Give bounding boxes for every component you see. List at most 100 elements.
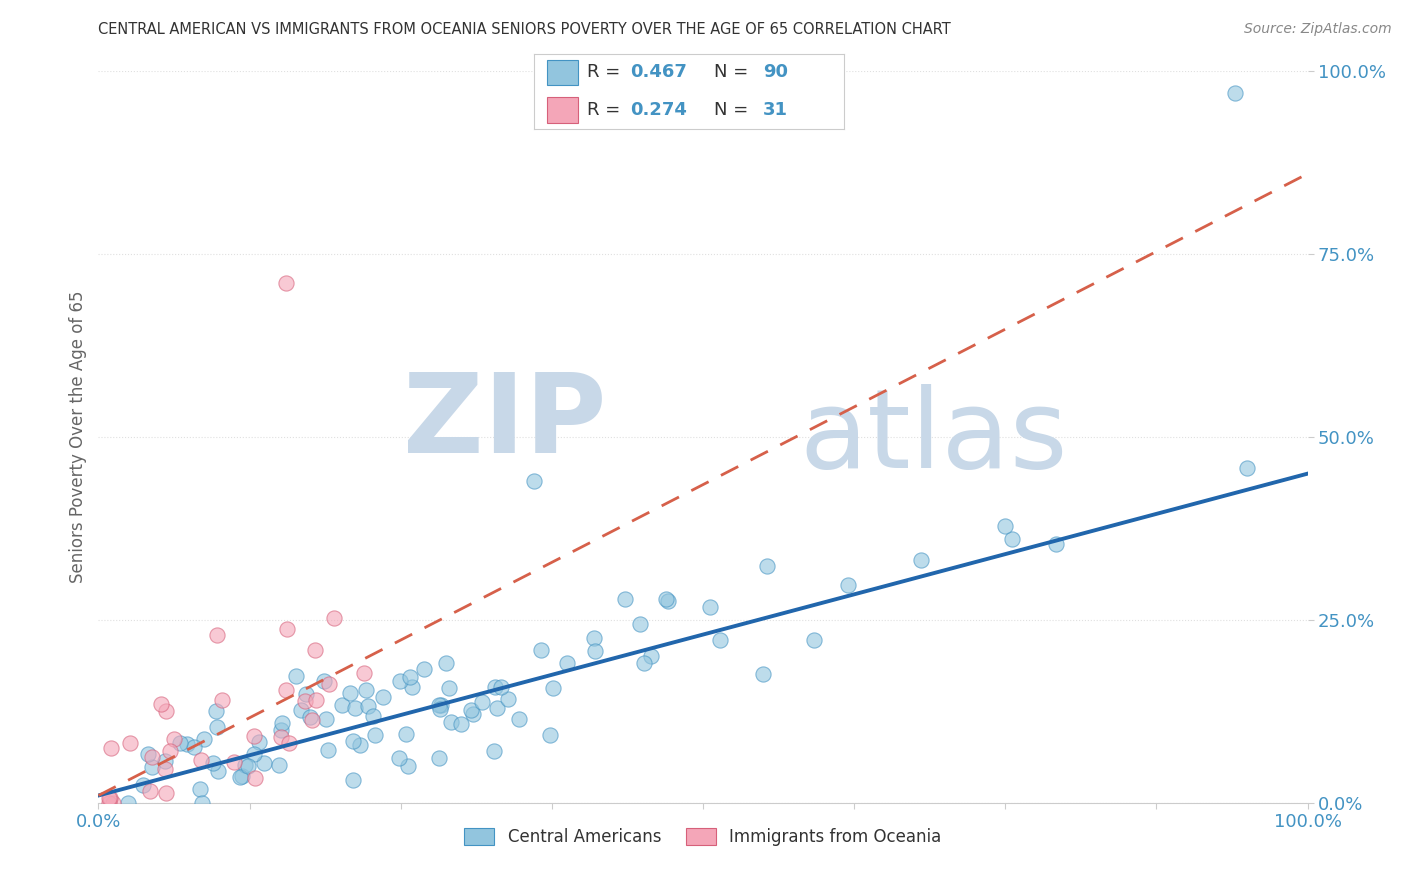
- Point: [150, 697, 173, 711]
- Point: [1000, 532, 1022, 546]
- Point: [183, 740, 205, 755]
- Point: [202, 756, 225, 770]
- Point: [523, 474, 546, 488]
- Point: [364, 727, 387, 741]
- Point: [247, 735, 270, 749]
- Legend: Central Americans, Immigrants from Oceania: Central Americans, Immigrants from Ocean…: [457, 822, 949, 853]
- Point: [205, 720, 228, 734]
- Text: 31: 31: [763, 102, 789, 120]
- Point: [314, 673, 336, 688]
- Point: [434, 657, 457, 671]
- Point: [176, 737, 198, 751]
- Text: Source: ZipAtlas.com: Source: ZipAtlas.com: [1244, 22, 1392, 37]
- Point: [373, 690, 395, 704]
- Point: [205, 628, 228, 642]
- Point: [354, 683, 377, 698]
- Point: [305, 692, 328, 706]
- Point: [910, 553, 932, 567]
- Point: [211, 693, 233, 707]
- Point: [294, 688, 316, 702]
- Point: [461, 706, 484, 721]
- Point: [1223, 87, 1246, 101]
- Text: ZIP: ZIP: [404, 369, 606, 476]
- Point: [98, 791, 121, 805]
- Point: [555, 656, 578, 670]
- Point: [224, 755, 246, 769]
- Point: [117, 796, 139, 810]
- Point: [100, 740, 122, 755]
- Y-axis label: Seniors Poverty Over the Age of 65: Seniors Poverty Over the Age of 65: [69, 291, 87, 583]
- Point: [231, 768, 253, 782]
- Point: [1045, 537, 1067, 551]
- Point: [342, 773, 364, 788]
- Point: [118, 736, 141, 750]
- Point: [276, 683, 298, 698]
- Point: [190, 796, 212, 810]
- Point: [489, 680, 512, 694]
- Point: [614, 592, 637, 607]
- Point: [530, 643, 553, 657]
- Point: [496, 692, 519, 706]
- Point: [440, 714, 463, 729]
- Point: [640, 649, 662, 664]
- Point: [543, 681, 565, 695]
- Point: [205, 704, 228, 718]
- Point: [188, 782, 211, 797]
- Point: [484, 744, 506, 758]
- Point: [323, 611, 346, 625]
- Point: [243, 729, 266, 743]
- Point: [655, 591, 678, 606]
- Point: [633, 657, 655, 671]
- Point: [395, 727, 418, 741]
- Point: [285, 669, 308, 683]
- Text: 0.274: 0.274: [630, 102, 688, 120]
- Point: [136, 747, 159, 761]
- Point: [756, 558, 779, 573]
- Point: [427, 698, 450, 712]
- Bar: [547, 97, 578, 123]
- Point: [236, 758, 259, 772]
- Point: [484, 681, 506, 695]
- Point: [271, 716, 294, 731]
- Point: [399, 670, 422, 684]
- Point: [304, 643, 326, 657]
- Point: [388, 750, 411, 764]
- Bar: [547, 60, 578, 86]
- Text: N =: N =: [714, 63, 754, 81]
- Point: [699, 599, 721, 614]
- Point: [141, 750, 163, 764]
- Point: [243, 772, 266, 786]
- Point: [270, 723, 292, 737]
- Point: [298, 709, 321, 723]
- Point: [583, 631, 606, 645]
- Point: [657, 594, 679, 608]
- Point: [396, 758, 419, 772]
- Point: [357, 698, 380, 713]
- Point: [294, 694, 316, 708]
- Point: [709, 633, 731, 648]
- Text: 90: 90: [763, 63, 789, 81]
- Point: [460, 703, 482, 717]
- Point: [132, 778, 155, 792]
- Point: [301, 713, 323, 727]
- Point: [344, 700, 367, 714]
- Point: [276, 622, 298, 636]
- Point: [389, 674, 412, 689]
- Point: [163, 731, 186, 746]
- Text: R =: R =: [586, 102, 626, 120]
- Point: [193, 731, 215, 746]
- Point: [401, 680, 423, 694]
- Point: [837, 578, 859, 592]
- Text: atlas: atlas: [800, 384, 1069, 491]
- Point: [97, 790, 120, 805]
- Point: [169, 736, 191, 750]
- Point: [429, 702, 451, 716]
- Point: [450, 716, 472, 731]
- Point: [339, 686, 361, 700]
- Point: [155, 704, 177, 718]
- Point: [235, 758, 257, 772]
- Point: [318, 677, 340, 691]
- Point: [361, 709, 384, 723]
- Point: [270, 730, 292, 744]
- Point: [508, 712, 530, 726]
